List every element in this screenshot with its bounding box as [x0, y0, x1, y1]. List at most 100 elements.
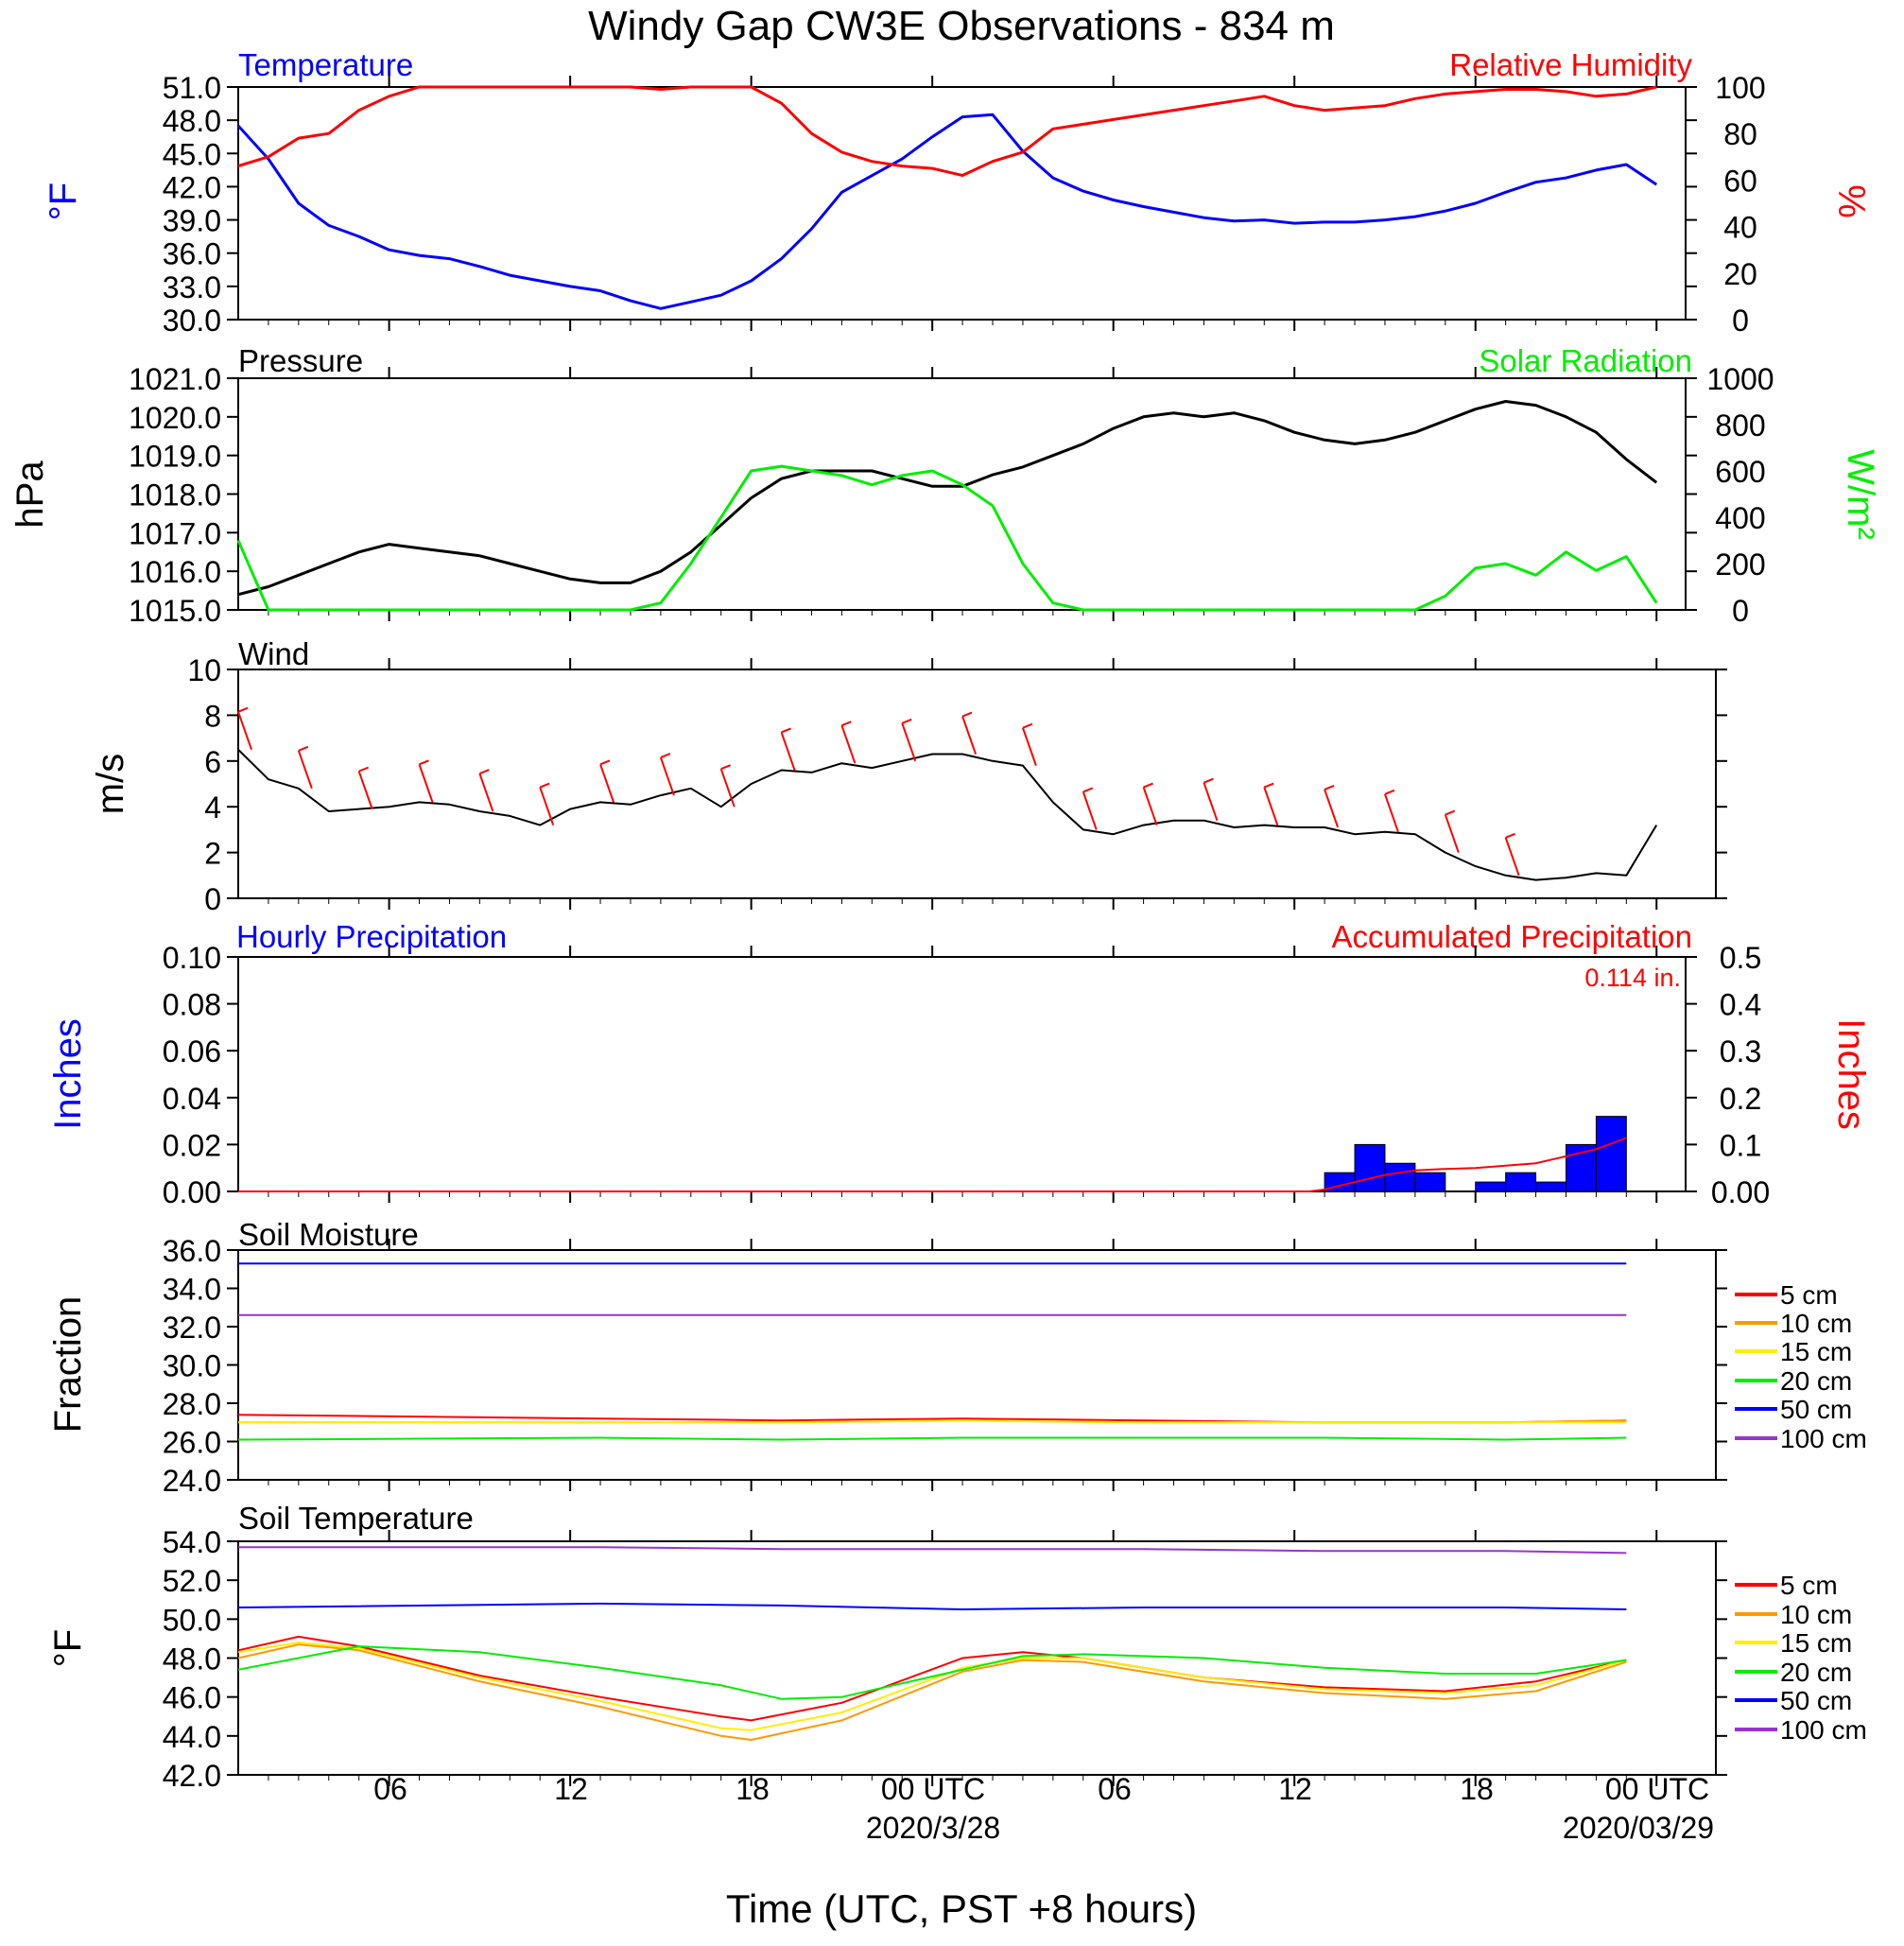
x-tick-label-12: 12	[1278, 1772, 1312, 1806]
wind-barb-flag	[1384, 789, 1395, 795]
hourly-precip-bar	[1505, 1172, 1537, 1192]
y-tick-label: 0.00	[163, 1175, 221, 1209]
soil-temperature-line-15cm	[237, 1642, 1627, 1731]
y-tick-label: 0.5	[1720, 941, 1761, 975]
wind-barb-flag	[1324, 785, 1335, 791]
y-tick-label: 0.3	[1720, 1034, 1761, 1069]
y-tick-label: 44.0	[163, 1720, 221, 1754]
x-axis-title: Time (UTC, PST +8 hours)	[726, 1886, 1197, 1931]
wind-barb	[237, 711, 252, 751]
y-tick-label: 0.1	[1720, 1128, 1761, 1162]
wind-barb	[1444, 814, 1460, 853]
pressure-title: Pressure	[238, 343, 363, 378]
legend-label-15cm: 15 cm	[1780, 1628, 1852, 1658]
y-tick-label: 1015.0	[129, 594, 221, 628]
y-tick-label: 0.08	[163, 988, 221, 1022]
hourly-precip-bar	[1414, 1172, 1446, 1192]
wind-title: Wind	[238, 636, 309, 671]
wind-barb-flag	[660, 753, 671, 759]
y-tick-label: 100	[1715, 71, 1765, 105]
soil-temperature-line-5cm	[237, 1635, 1627, 1722]
accum-precip-tick-labels: 0.5 0.4 0.3 0.2 0.1 0.00	[1711, 941, 1770, 1209]
wind-barb	[478, 773, 494, 812]
precip-frame	[237, 956, 1687, 1192]
hourly-precip-tick-labels: 0.10 0.08 0.06 0.04 0.02 0.00	[163, 941, 1697, 1209]
wind-barb-flag	[1505, 832, 1516, 839]
y-tick-label: 45.0	[163, 137, 221, 171]
wind-tick-labels: 10 8 6 4 2 0	[187, 653, 1727, 916]
wind-barb	[1263, 787, 1279, 825]
wind-barb-flag	[419, 759, 429, 766]
x-tick-label-00utc: 00 UTC	[881, 1772, 985, 1806]
temperature-axis-label: °F	[43, 182, 84, 220]
soil-moisture-tick-labels: 36.0 34.0 32.0 30.0 28.0 26.0 24.0	[163, 1234, 1727, 1498]
wind-barb	[1384, 793, 1399, 833]
y-tick-label: 30.0	[163, 1349, 221, 1383]
y-tick-label: 1019.0	[129, 440, 221, 474]
y-tick-label: 0.2	[1720, 1082, 1761, 1116]
y-tick-label: 33.0	[163, 270, 221, 304]
x-tick-label-18: 18	[1460, 1772, 1494, 1806]
legend-label-15cm: 15 cm	[1780, 1337, 1852, 1366]
wind-barb-flag	[1082, 787, 1094, 793]
hourly-precip-bar	[1535, 1181, 1566, 1192]
wind-barb	[1203, 782, 1219, 822]
hourly-precip-bar	[1565, 1143, 1597, 1192]
y-tick-label: 1020.0	[129, 401, 221, 435]
temperature-line	[236, 113, 1658, 310]
wind-barb-flag	[901, 718, 912, 724]
pressure-axis-label: hPa	[9, 460, 51, 529]
wind-barb	[1021, 727, 1037, 766]
y-tick-label: 10	[187, 653, 221, 687]
wind-barb-flag	[1143, 782, 1153, 789]
wind-barb-flag	[358, 766, 370, 773]
humidity-tick-labels: 100 80 60 40 20 0	[1715, 71, 1765, 338]
accum-precip-axis-label: Inches	[1830, 1018, 1872, 1130]
hourly-precip-title: Hourly Precipitation	[236, 919, 507, 954]
soil-moisture-axis-label: Fraction	[47, 1296, 89, 1433]
wind-barb	[961, 716, 978, 755]
y-tick-label: 0.10	[163, 941, 221, 975]
x-tick-label-06: 06	[373, 1772, 407, 1806]
relative-humidity-title: Relative Humidity	[1449, 47, 1692, 82]
y-tick-label: 26.0	[163, 1426, 221, 1460]
x-tick-label-06: 06	[1098, 1772, 1132, 1806]
hourly-precip-bar	[1384, 1162, 1416, 1192]
legend-label-50cm: 50 cm	[1780, 1686, 1852, 1715]
wind-barb	[780, 732, 796, 771]
y-tick-label: 1021.0	[129, 362, 221, 396]
wind-barb	[1082, 791, 1098, 830]
solar-tick-labels: 1000 800 600 400 200 0	[1706, 362, 1774, 628]
soil-temperature-line-100cm	[238, 1546, 1627, 1555]
soil-moisture-line-20cm	[237, 1436, 1627, 1441]
soil-moisture-legend: 5 cm 10 cm 15 cm 20 cm 50 cm 100 cm	[1735, 1280, 1867, 1453]
y-tick-label: 42.0	[163, 170, 221, 204]
y-tick-label: 6	[204, 745, 221, 779]
y-tick-label: 4	[204, 791, 221, 825]
y-tick-label: 80	[1723, 117, 1757, 151]
wind-barb	[1324, 789, 1340, 828]
y-tick-label: 1000	[1706, 362, 1774, 396]
soil-temperature-title: Soil Temperature	[238, 1501, 474, 1536]
x-date-label: 2020/3/28	[866, 1811, 1000, 1845]
pressure-line	[237, 400, 1658, 597]
y-tick-label: 34.0	[163, 1273, 221, 1307]
y-tick-label: 46.0	[163, 1681, 221, 1715]
solar-radiation-line	[236, 464, 1658, 612]
y-tick-label: 8	[204, 699, 221, 733]
solar-radiation-title: Solar Radiation	[1479, 343, 1692, 378]
x-tick-label-18: 18	[736, 1772, 770, 1806]
wind-barb	[719, 768, 736, 808]
temp-rh-frame	[237, 86, 1687, 321]
wind-barb-flag	[781, 727, 791, 734]
y-tick-label: 36.0	[163, 1234, 221, 1268]
wind-barb-flag	[720, 764, 732, 771]
y-tick-label: 40	[1723, 211, 1757, 245]
y-tick-label: 0	[1732, 594, 1749, 628]
wind-barb-flag	[841, 721, 852, 727]
wind-barb-flag	[961, 711, 973, 718]
y-tick-label: 600	[1715, 455, 1765, 489]
x-tick-label-12: 12	[554, 1772, 588, 1806]
wind-barb	[599, 764, 614, 803]
